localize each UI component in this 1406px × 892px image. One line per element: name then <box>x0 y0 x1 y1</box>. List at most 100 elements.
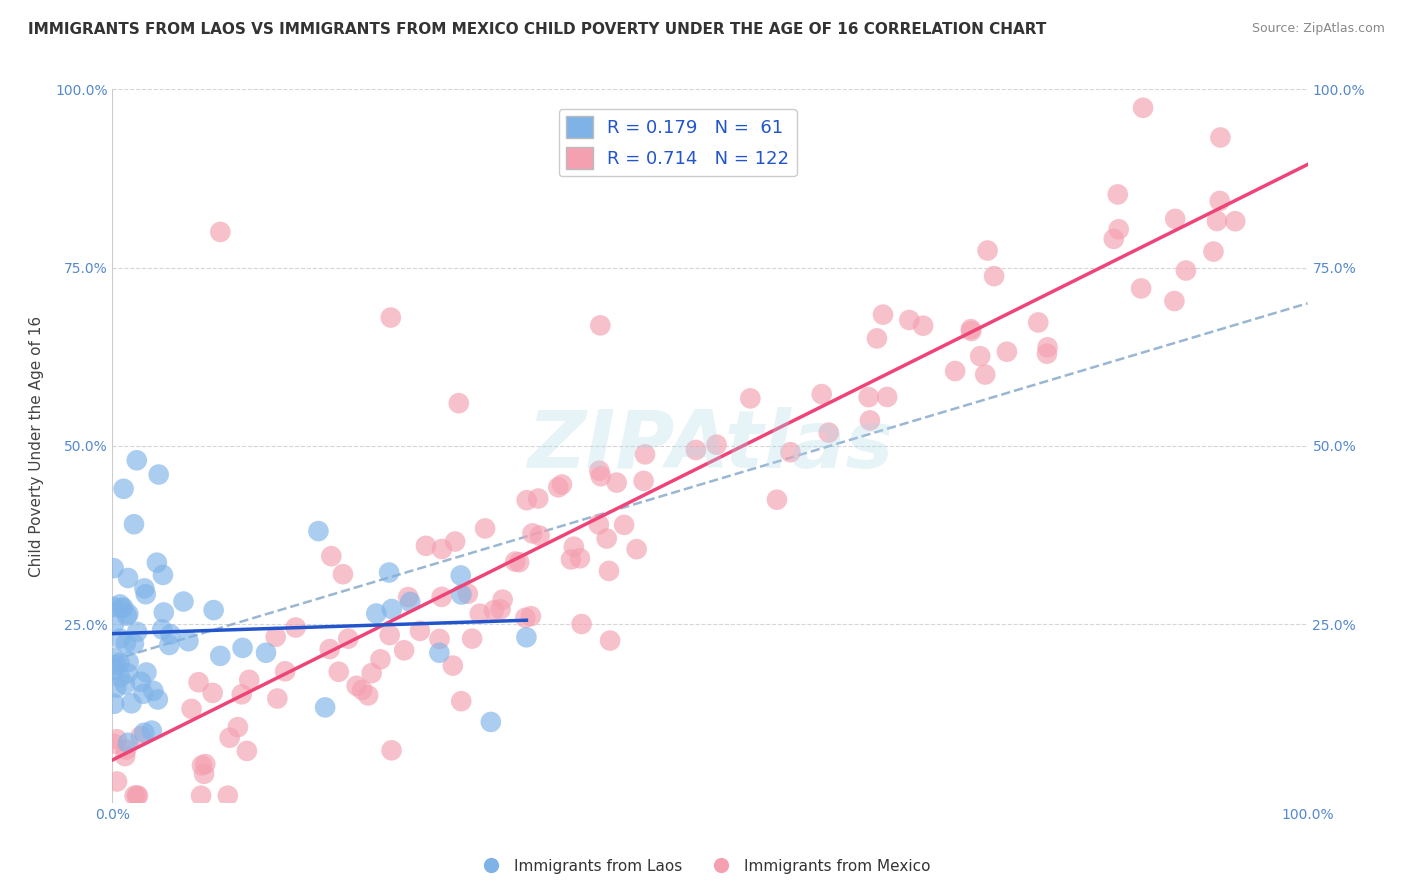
Point <box>858 390 880 404</box>
Point <box>522 526 544 541</box>
Point <box>1209 194 1232 208</box>
Point <box>378 628 401 642</box>
Point <box>146 556 169 570</box>
Point <box>415 539 437 553</box>
Point <box>177 634 200 648</box>
Point <box>118 655 141 669</box>
Point <box>274 665 297 679</box>
Point <box>810 387 832 401</box>
Point <box>264 630 287 644</box>
Point <box>429 632 451 646</box>
Point <box>108 656 131 670</box>
Point <box>588 517 610 532</box>
Legend: Immigrants from Laos, Immigrants from Mexico: Immigrants from Laos, Immigrants from Me… <box>470 853 936 880</box>
Point <box>328 665 350 679</box>
Point <box>187 675 209 690</box>
Point <box>995 344 1018 359</box>
Point <box>515 611 537 625</box>
Point <box>117 607 139 621</box>
Point <box>508 555 530 569</box>
Point <box>201 686 224 700</box>
Point <box>598 564 620 578</box>
Point <box>1164 211 1187 226</box>
Point <box>560 552 582 566</box>
Point <box>430 590 453 604</box>
Point <box>103 697 125 711</box>
Point <box>429 646 451 660</box>
Point <box>633 474 655 488</box>
Point <box>103 663 125 677</box>
Point <box>148 467 170 482</box>
Point <box>969 349 991 363</box>
Point <box>157 638 180 652</box>
Point <box>457 587 479 601</box>
Point <box>141 723 163 738</box>
Point <box>976 244 998 258</box>
Point <box>547 480 569 494</box>
Point <box>231 687 253 701</box>
Point <box>588 464 610 478</box>
Point <box>125 789 148 803</box>
Point <box>121 696 143 710</box>
Point <box>450 588 472 602</box>
Point <box>527 491 550 506</box>
Point <box>117 571 139 585</box>
Point <box>381 602 404 616</box>
Point <box>217 789 239 803</box>
Point <box>159 627 181 641</box>
Point <box>115 636 138 650</box>
Point <box>450 694 472 708</box>
Point <box>321 549 343 564</box>
Point <box>983 269 1005 284</box>
Point <box>859 413 882 427</box>
Point <box>381 743 404 757</box>
Point <box>152 606 174 620</box>
Point <box>117 666 139 681</box>
Point <box>866 331 889 345</box>
Point <box>959 322 981 336</box>
Point <box>479 714 502 729</box>
Point <box>352 682 374 697</box>
Point <box>817 425 839 440</box>
Point <box>430 541 453 556</box>
Point <box>105 681 128 695</box>
Point <box>613 517 636 532</box>
Point <box>447 396 470 410</box>
Point <box>468 607 491 621</box>
Point <box>568 551 591 566</box>
Point <box>399 595 422 609</box>
Point <box>254 646 277 660</box>
Point <box>876 390 898 404</box>
Point <box>1108 222 1130 236</box>
Point <box>103 650 125 665</box>
Point <box>152 568 174 582</box>
Point <box>346 679 368 693</box>
Point <box>503 555 526 569</box>
Point <box>380 310 402 325</box>
Point <box>596 532 619 546</box>
Point <box>172 594 194 608</box>
Point <box>492 592 515 607</box>
Point <box>180 702 202 716</box>
Point <box>127 624 149 639</box>
Point <box>142 684 165 698</box>
Point <box>357 689 380 703</box>
Point <box>1174 263 1197 277</box>
Point <box>194 757 217 772</box>
Point <box>209 648 232 663</box>
Point <box>105 732 128 747</box>
Point <box>103 561 125 575</box>
Point <box>108 670 131 684</box>
Point <box>482 603 505 617</box>
Point <box>238 673 260 687</box>
Point <box>1107 187 1129 202</box>
Point <box>337 632 360 646</box>
Point <box>489 602 512 616</box>
Point <box>516 493 538 508</box>
Point <box>129 729 152 743</box>
Point <box>122 517 145 532</box>
Point <box>1036 347 1059 361</box>
Point <box>124 789 146 803</box>
Point <box>125 453 148 467</box>
Point <box>1202 244 1225 259</box>
